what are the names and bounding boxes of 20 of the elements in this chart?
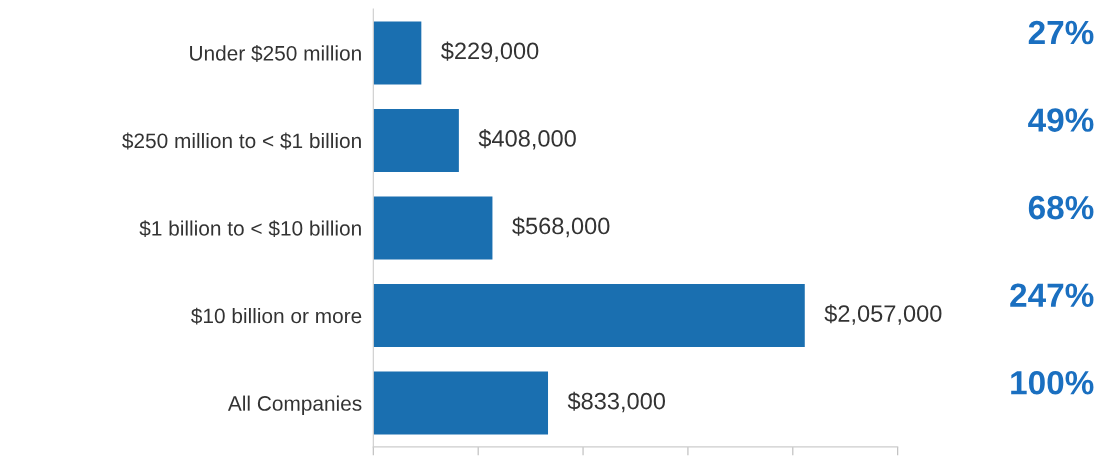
bar xyxy=(373,108,459,172)
data-label: $2,057,000 xyxy=(824,304,942,325)
data-label: $229,000 xyxy=(441,41,539,63)
y-tick-label: $1 billion to < $10 billion xyxy=(139,220,361,237)
bar xyxy=(373,284,805,348)
bar xyxy=(373,21,422,85)
y-tick-label: $250 million to < $1 billion xyxy=(122,132,361,150)
y-tick-label: Under $250 million xyxy=(190,45,361,62)
text: 68% xyxy=(1028,195,1094,220)
text: 100% xyxy=(1011,370,1094,395)
data-label: $833,000 xyxy=(567,391,666,413)
y-tick-label: All Companies xyxy=(227,395,362,415)
text: 247% xyxy=(1010,283,1094,307)
text: 27% xyxy=(1028,20,1094,45)
bar xyxy=(373,196,493,260)
data-label: $568,000 xyxy=(512,216,610,238)
text: 49% xyxy=(1028,108,1094,132)
data-label: $408,000 xyxy=(478,129,576,150)
y-tick-label: $10 billion or more xyxy=(191,307,362,325)
bar xyxy=(373,371,549,435)
